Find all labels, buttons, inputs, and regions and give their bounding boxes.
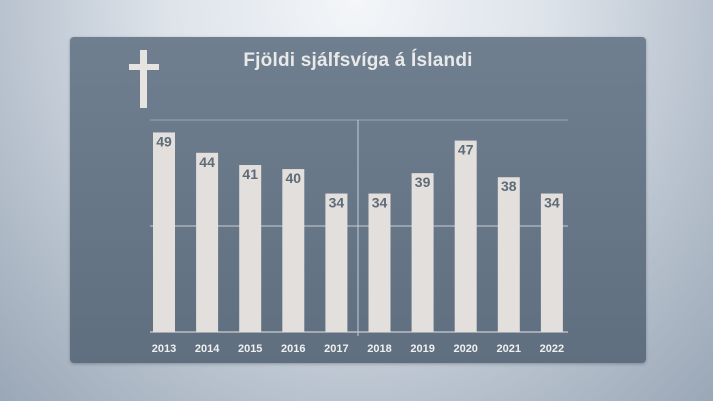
bar-2016 <box>282 169 305 332</box>
value-label-2017: 34 <box>329 195 345 211</box>
value-label-2015: 41 <box>242 166 258 182</box>
value-label-2020: 47 <box>458 142 474 158</box>
x-tick-2014: 2014 <box>195 343 220 355</box>
value-label-2021: 38 <box>501 178 517 194</box>
value-label-2019: 39 <box>415 174 431 190</box>
value-label-2014: 44 <box>199 154 215 170</box>
value-label-2022: 34 <box>544 195 560 211</box>
x-tick-2021: 2021 <box>497 343 521 355</box>
bar-2015 <box>239 165 262 332</box>
x-tick-2015: 2015 <box>238 343 262 355</box>
chart-title: Fjöldi sjálfsvíga á Íslandi <box>243 50 473 71</box>
bar-2018 <box>368 193 391 332</box>
bar-2013 <box>153 132 175 332</box>
x-tick-2019: 2019 <box>410 343 434 355</box>
bar-2020 <box>454 140 477 332</box>
bar-2017 <box>325 193 348 332</box>
x-tick-2016: 2016 <box>281 343 305 355</box>
value-label-2018: 34 <box>372 195 388 211</box>
bar-2019 <box>411 173 434 332</box>
x-tick-2018: 2018 <box>367 343 391 355</box>
bar-2022 <box>540 193 563 332</box>
x-tick-2022: 2022 <box>540 343 564 355</box>
bar-2021 <box>497 177 520 332</box>
x-tick-2020: 2020 <box>453 343 477 355</box>
cross-icon <box>129 50 159 108</box>
value-label-2016: 40 <box>286 170 302 186</box>
bar-2014 <box>196 152 219 332</box>
x-tick-2017: 2017 <box>324 343 348 355</box>
value-label-2013: 49 <box>156 133 172 149</box>
x-tick-2013: 2013 <box>152 343 176 355</box>
